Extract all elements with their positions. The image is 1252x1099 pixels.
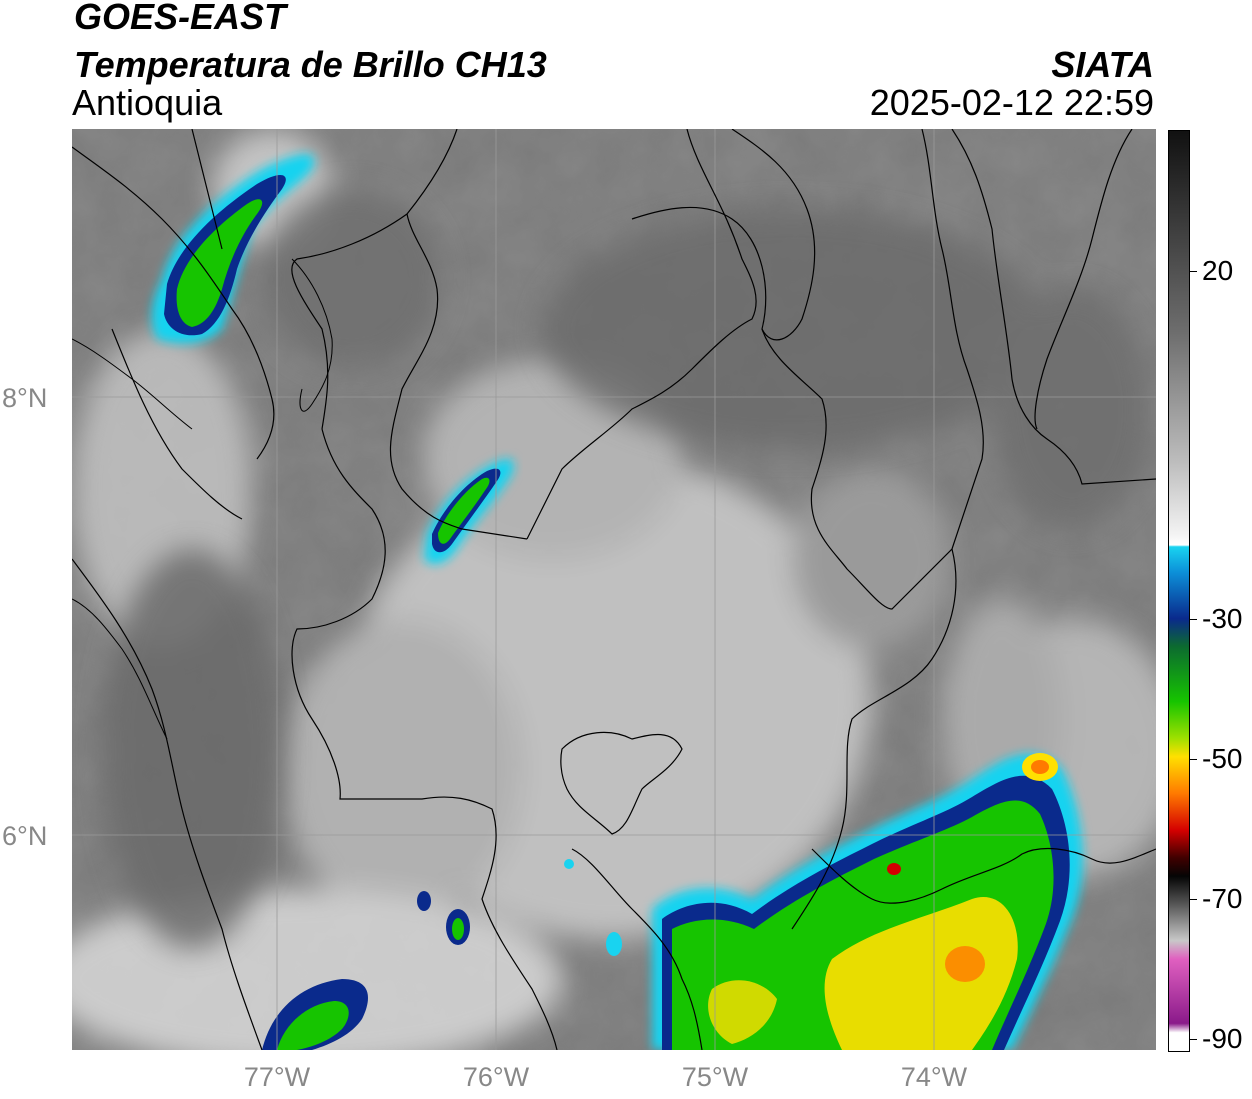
colorbar-tick	[1189, 271, 1197, 272]
map-canvas	[72, 129, 1156, 1050]
cell-small-2	[417, 891, 431, 911]
product-title: Temperatura de Brillo CH13	[74, 44, 547, 85]
colorbar-label-minus90: -90	[1202, 1023, 1243, 1054]
satellite-title: GOES-EAST	[74, 0, 287, 37]
convective-cells	[151, 154, 1083, 1050]
colorbar-tick	[1189, 1039, 1197, 1040]
admin-borders	[72, 129, 1156, 1050]
datetime-label: 2025-02-12 22:59	[869, 82, 1154, 123]
brightness-temperature-map[interactable]	[72, 129, 1156, 1050]
lat-label-8n: 8°N	[2, 383, 48, 413]
graticule	[72, 129, 1156, 1050]
region-label: Antioquia	[72, 82, 223, 123]
colorbar-label-minus70: -70	[1202, 883, 1243, 914]
cloud-darker-regions	[102, 189, 1152, 949]
colorbar	[1168, 130, 1190, 1052]
colorbar-tick	[1189, 759, 1197, 760]
colorbar-label-minus30: -30	[1202, 603, 1243, 634]
colorbar-tick	[1189, 899, 1197, 900]
colorbar-tick	[1189, 619, 1197, 620]
colorbar-label-minus50: -50	[1202, 743, 1243, 774]
lon-label-74w: 74°W	[900, 1062, 968, 1092]
organization-label: SIATA	[1051, 44, 1154, 85]
lon-label-77w: 77°W	[243, 1062, 311, 1092]
lon-label-76w: 76°W	[462, 1062, 530, 1092]
coastline	[72, 258, 333, 740]
colorbar-label-20: 20	[1202, 255, 1234, 286]
lat-label-6n: 6°N	[2, 821, 48, 851]
lon-label-75w: 75°W	[681, 1062, 749, 1092]
cloud-light-regions	[72, 129, 1156, 1050]
